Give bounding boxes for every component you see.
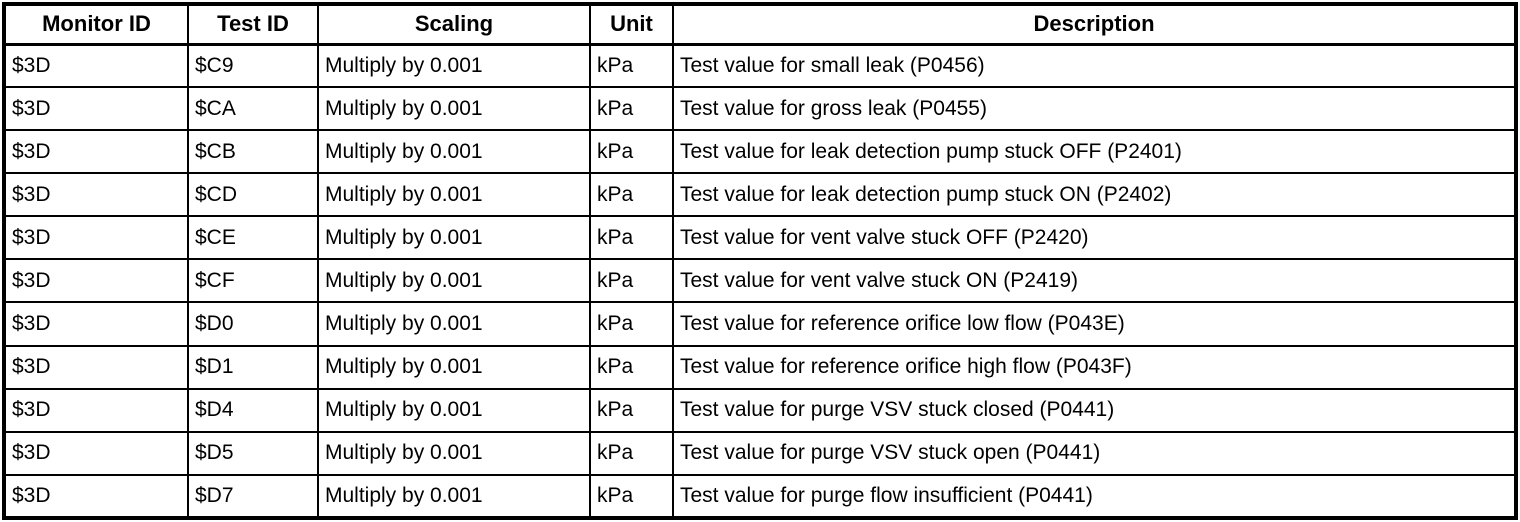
cell-scaling: Multiply by 0.001	[317, 430, 591, 476]
cell-monitor-id: $3D	[3, 129, 189, 175]
cell-unit: kPa	[589, 430, 674, 476]
table-row: $3D $D5 Multiply by 0.001 kPa Test value for…	[3, 430, 1517, 476]
header-unit: Unit	[589, 3, 674, 46]
cell-test-id: $D0	[187, 301, 319, 347]
cell-unit: kPa	[589, 129, 674, 175]
cell-test-id: $CB	[187, 129, 319, 175]
table-row: $3D $D7 Multiply by 0.001 kPa Test value for…	[3, 473, 1517, 520]
cell-unit: kPa	[589, 473, 674, 520]
cell-unit: kPa	[589, 301, 674, 347]
table-row: $3D $CE Multiply by 0.001 kPa Test value for…	[3, 215, 1517, 261]
cell-description: Test value for vent valve stuck OFF (P24…	[672, 215, 1517, 261]
cell-scaling: Multiply by 0.001	[317, 86, 591, 132]
cell-scaling: Multiply by 0.001	[317, 387, 591, 433]
cell-monitor-id: $3D	[3, 387, 189, 433]
cell-monitor-id: $3D	[3, 215, 189, 261]
cell-test-id: $C9	[187, 42, 319, 89]
table-row: $3D $CA Multiply by 0.001 kPa Test value for…	[3, 86, 1517, 132]
cell-scaling: Multiply by 0.001	[317, 215, 591, 261]
cell-description: Test value for purge VSV stuck open (P04…	[672, 430, 1517, 476]
cell-monitor-id: $3D	[3, 42, 189, 89]
table-row: $3D $CB Multiply by 0.001 kPa Test value for…	[3, 129, 1517, 175]
cell-monitor-id: $3D	[3, 473, 189, 520]
cell-scaling: Multiply by 0.001	[317, 473, 591, 520]
cell-monitor-id: $3D	[3, 258, 189, 304]
cell-description: Test value for purge VSV stuck closed (P…	[672, 387, 1517, 433]
cell-monitor-id: $3D	[3, 301, 189, 347]
cell-scaling: Multiply by 0.001	[317, 258, 591, 304]
header-monitor-id: Monitor ID	[3, 3, 189, 46]
table-header: Monitor ID Test ID Scaling Unit Descript…	[3, 3, 1517, 46]
table-row: $3D $D4 Multiply by 0.001 kPa Test value for…	[3, 387, 1517, 433]
cell-monitor-id: $3D	[3, 86, 189, 132]
cell-scaling: Multiply by 0.001	[317, 301, 591, 347]
cell-scaling: Multiply by 0.001	[317, 172, 591, 218]
cell-monitor-id: $3D	[3, 430, 189, 476]
cell-description: Test value for gross leak (P0455)	[672, 86, 1517, 132]
table-row: $3D $D0 Multiply by 0.001 kPa Test value for…	[3, 301, 1517, 347]
cell-description: Test value for reference orifice high fl…	[672, 344, 1517, 390]
cell-scaling: Multiply by 0.001	[317, 129, 591, 175]
cell-test-id: $CE	[187, 215, 319, 261]
cell-unit: kPa	[589, 42, 674, 89]
cell-description: Test value for purge flow insufficient (…	[672, 473, 1517, 520]
cell-test-id: $D5	[187, 430, 319, 476]
header-test-id: Test ID	[187, 3, 319, 46]
cell-test-id: $D7	[187, 473, 319, 520]
table-row: $3D $CF Multiply by 0.001 kPa Test value for…	[3, 258, 1517, 304]
cell-description: Test value for small leak (P0456)	[672, 42, 1517, 89]
cell-test-id: $CD	[187, 172, 319, 218]
cell-test-id: $D4	[187, 387, 319, 433]
cell-unit: kPa	[589, 387, 674, 433]
cell-unit: kPa	[589, 86, 674, 132]
cell-monitor-id: $3D	[3, 344, 189, 390]
header-scaling: Scaling	[317, 3, 591, 46]
cell-scaling: Multiply by 0.001	[317, 42, 591, 89]
cell-unit: kPa	[589, 215, 674, 261]
table-row: $3D $C9 Multiply by 0.001 kPa Test value for…	[3, 42, 1517, 89]
cell-unit: kPa	[589, 344, 674, 390]
cell-description: Test value for leak detection pump stuck…	[672, 129, 1517, 175]
header-row: Monitor ID Test ID Scaling Unit Descript…	[3, 3, 1517, 46]
cell-test-id: $CA	[187, 86, 319, 132]
table-row: $3D $D1 Multiply by 0.001 kPa Test value for…	[3, 344, 1517, 390]
cell-monitor-id: $3D	[3, 172, 189, 218]
cell-test-id: $CF	[187, 258, 319, 304]
cell-scaling: Multiply by 0.001	[317, 344, 591, 390]
cell-unit: kPa	[589, 258, 674, 304]
cell-test-id: $D1	[187, 344, 319, 390]
cell-description: Test value for leak detection pump stuck…	[672, 172, 1517, 218]
header-description: Description	[672, 3, 1517, 46]
cell-description: Test value for reference orifice low flo…	[672, 301, 1517, 347]
cell-description: Test value for vent valve stuck ON (P241…	[672, 258, 1517, 304]
table-row: $3D $CD Multiply by 0.001 kPa Test value for…	[3, 172, 1517, 218]
table-body: $3D $C9 Multiply by 0.001 kPa Test value for…	[3, 42, 1517, 520]
cell-unit: kPa	[589, 172, 674, 218]
